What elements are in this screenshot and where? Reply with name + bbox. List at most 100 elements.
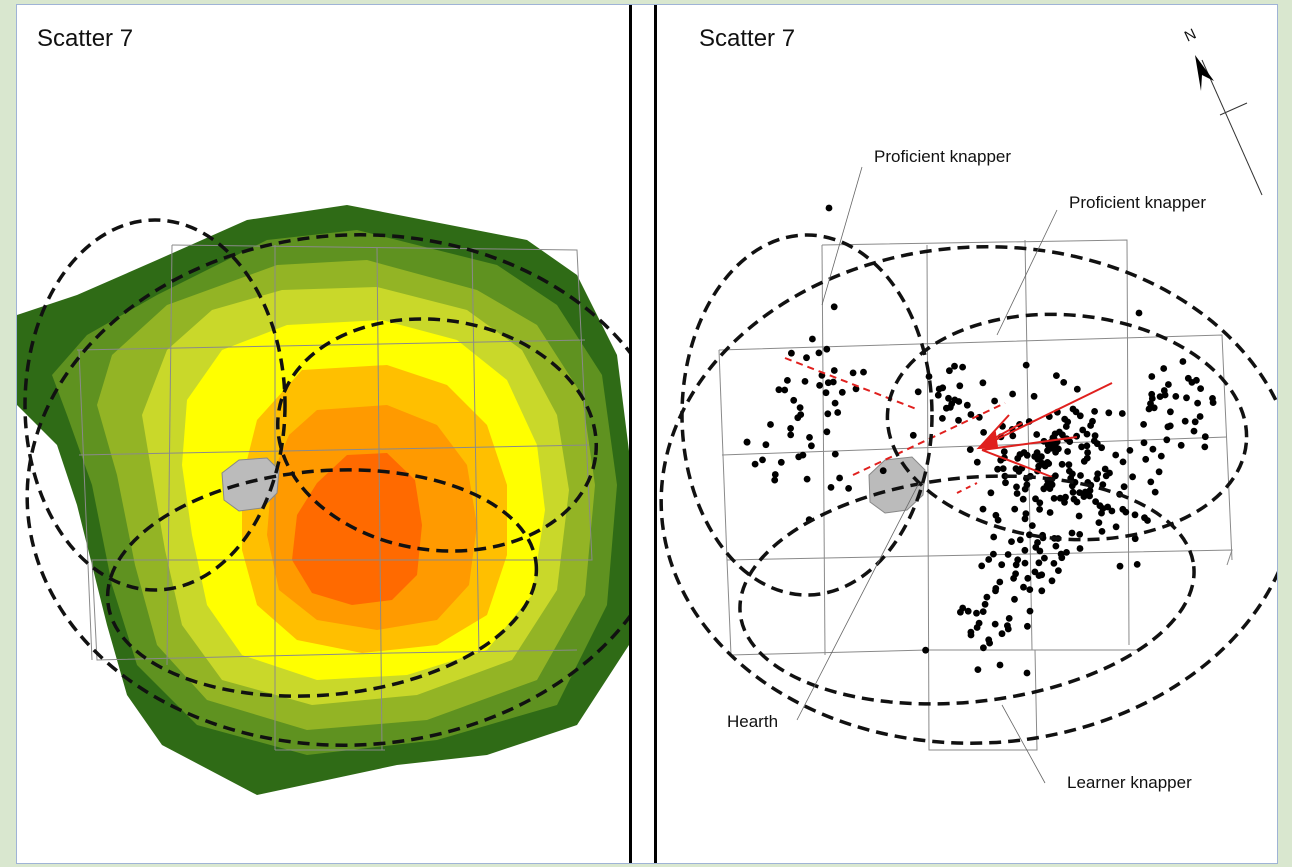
density-level-8: [292, 453, 422, 605]
artefact-point: [781, 386, 789, 394]
learner-knapper-label: Learner knapper: [1067, 773, 1192, 792]
artefact-point: [1131, 511, 1139, 519]
artefact-point: [1135, 309, 1143, 317]
artefact-point: [1091, 408, 1098, 415]
artefact-point: [1084, 449, 1091, 456]
right-panel-title: Scatter 7: [699, 25, 796, 52]
learner-zone-ellipse: [105, 468, 539, 698]
refit-lines: [784, 357, 1113, 494]
artefact-point: [1116, 562, 1124, 570]
artefact-point: [1086, 492, 1093, 500]
artefact-point: [1038, 571, 1046, 579]
artefact-point: [939, 415, 946, 422]
artefact-point: [1079, 426, 1087, 434]
artefact-point: [849, 369, 857, 377]
artefact-point: [1010, 575, 1017, 582]
artefact-point: [996, 661, 1004, 669]
artefact-point: [1059, 431, 1066, 439]
artefact-point: [943, 404, 950, 412]
artefact-point: [1023, 669, 1031, 677]
artefact-point: [799, 451, 807, 459]
artefact-point: [1147, 478, 1155, 486]
density-map-panel: Scatter 7: [17, 5, 629, 863]
artefact-points: [743, 204, 1217, 677]
artefact-point: [1056, 494, 1064, 502]
hearth-label: Hearth: [727, 712, 779, 731]
artefact-point: [1058, 460, 1066, 468]
artefact-point: [1052, 542, 1060, 550]
artefact-point: [1078, 443, 1085, 451]
artefact-point: [838, 388, 846, 396]
activity-zone-ellipses: [23, 218, 629, 747]
artefact-point: [1209, 399, 1217, 406]
artefact-point: [1194, 399, 1201, 407]
artefact-point: [823, 345, 831, 353]
artefact-point: [1093, 440, 1101, 448]
artefact-point: [1023, 451, 1031, 459]
artefact-point: [827, 484, 835, 491]
artefact-point: [809, 335, 816, 343]
artefact-point: [1201, 443, 1209, 451]
artefact-point: [743, 438, 751, 446]
proficient-zone-ellipse-1: [23, 218, 287, 592]
artefact-point: [1033, 431, 1041, 438]
artefact-point: [1196, 413, 1204, 420]
artefact-point: [771, 471, 779, 478]
artefact-point: [1053, 372, 1060, 379]
artefact-point: [1076, 489, 1083, 496]
proficient-knapper-label-2: Proficient knapper: [1069, 193, 1207, 212]
artefact-point: [980, 429, 987, 436]
artefact-point: [1165, 381, 1172, 388]
artefact-point: [830, 367, 838, 374]
artefact-point: [1142, 455, 1150, 463]
artefact-point: [1009, 432, 1017, 440]
artefact-point: [934, 391, 942, 399]
artefact-point: [1091, 432, 1099, 440]
artefact-point: [824, 410, 832, 418]
artefact-point: [1069, 488, 1077, 496]
artefact-point: [1181, 417, 1189, 425]
artefact-point: [771, 476, 779, 484]
artefact-point: [985, 556, 993, 563]
artefact-point: [1129, 473, 1136, 481]
artefact-point: [824, 379, 832, 387]
artefact-point: [1013, 490, 1021, 497]
artefact-point: [1032, 495, 1039, 503]
artefact-point: [973, 609, 980, 617]
artefact-point: [1095, 519, 1103, 526]
artefact-point: [1140, 439, 1148, 447]
artefact-point: [1073, 385, 1081, 393]
artefact-point: [1083, 430, 1091, 438]
artefact-point: [1076, 531, 1084, 538]
artefact-point: [966, 446, 974, 453]
artefact-point: [1193, 376, 1200, 384]
artefact-point: [1120, 483, 1128, 491]
artefact-point: [1075, 512, 1083, 520]
artefact-point: [1047, 444, 1055, 452]
artefact-point: [831, 399, 839, 407]
artefact-point: [967, 631, 975, 639]
north-arrow-head: [1195, 55, 1214, 91]
artefact-point: [978, 562, 986, 570]
artefact-point: [825, 204, 833, 212]
artefact-point: [1068, 529, 1076, 537]
artefact-point: [991, 620, 999, 628]
artefact-point: [1020, 583, 1027, 591]
artefact-point: [964, 607, 972, 615]
artefact-point: [979, 608, 987, 615]
artefact-point: [1026, 586, 1034, 593]
artefact-point: [1036, 499, 1044, 507]
artefact-point: [1147, 400, 1154, 407]
refit-line: [978, 382, 1113, 449]
artefact-point: [963, 401, 971, 409]
artefact-point: [992, 585, 1000, 592]
artefact-point: [1076, 545, 1084, 552]
artefact-point: [959, 363, 966, 371]
artefact-point: [946, 367, 953, 375]
artefact-point: [1014, 455, 1022, 462]
artefact-point: [808, 442, 815, 450]
artefact-point: [860, 368, 867, 376]
artefact-point: [1016, 536, 1024, 544]
artefact-point: [1021, 546, 1029, 554]
artefact-point: [1156, 393, 1164, 400]
